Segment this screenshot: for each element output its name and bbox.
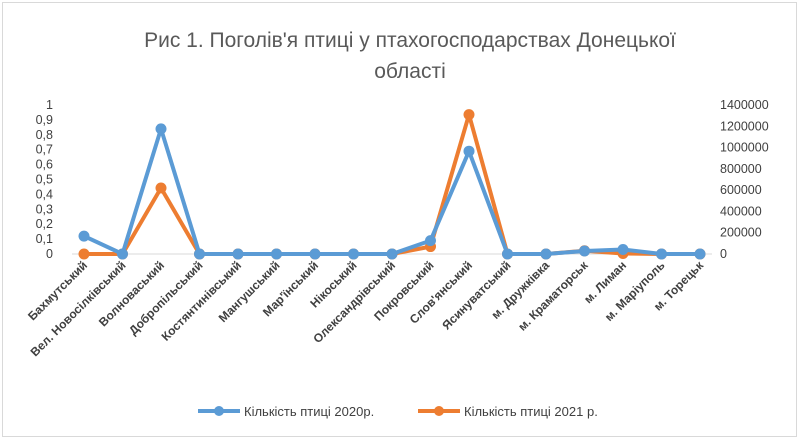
legend-label-2021: Кількість птиці 2021 р. — [464, 404, 598, 419]
left-tick-label: 0 — [46, 247, 53, 261]
chart-title-line-2: області — [374, 60, 445, 83]
data-point — [463, 145, 475, 157]
data-point — [271, 248, 282, 260]
category-label: Волноваський — [96, 258, 167, 329]
right-tick-label: 200000 — [720, 226, 762, 240]
legend-item-2021: Кількість птиці 2021 р. — [418, 404, 598, 419]
right-tick-label: 600000 — [720, 183, 762, 197]
right-tick-label: 1000000 — [720, 141, 769, 155]
data-point — [232, 248, 244, 260]
data-point — [155, 182, 167, 194]
left-tick-label: 0,4 — [36, 187, 53, 201]
series-1 — [78, 109, 706, 260]
data-point — [463, 109, 475, 121]
left-tick-label: 0,7 — [36, 143, 53, 157]
legend-label-2020: Кількість птиці 2020р. — [244, 404, 374, 419]
data-point — [502, 248, 513, 260]
data-point — [117, 248, 128, 260]
left-tick-label: 0,3 — [36, 202, 53, 216]
data-point — [348, 248, 359, 260]
legend-item-2020: Кількість птиці 2020р. — [198, 404, 374, 419]
data-point — [617, 244, 629, 256]
data-point — [694, 248, 706, 260]
data-point — [425, 235, 436, 247]
category-label: Ясинуватський — [439, 258, 513, 332]
right-tick-label: 800000 — [720, 162, 762, 176]
data-point — [78, 230, 90, 242]
category-label: м. Краматорськ — [515, 258, 591, 334]
legend-marker-2020 — [214, 406, 224, 416]
data-point — [309, 248, 321, 260]
right-tick-label: 1400000 — [720, 98, 769, 112]
series-0 — [78, 123, 706, 260]
left-tick-label: 0,6 — [36, 158, 53, 172]
data-point — [579, 245, 590, 257]
data-point — [78, 248, 90, 260]
left-axis-ticks: 00,10,20,30,40,50,60,70,80,91 — [36, 98, 53, 261]
right-tick-label: 400000 — [720, 204, 762, 218]
data-point — [194, 248, 205, 260]
chart-title-line-1: Рис 1. Поголів'я птиці у птахогосподарст… — [144, 29, 676, 52]
data-point — [540, 248, 552, 260]
legend-marker-2021 — [434, 406, 444, 416]
right-axis-ticks: 0 200000 400000 600000 800000 1000000 1200000 1… — [720, 98, 769, 261]
right-tick-label: 1200000 — [720, 119, 769, 133]
series-layer — [78, 109, 706, 260]
left-tick-label: 1 — [46, 98, 53, 112]
data-point — [386, 248, 398, 260]
data-point — [656, 248, 667, 260]
left-tick-label: 0,9 — [36, 113, 53, 127]
data-point — [155, 123, 167, 135]
left-tick-label: 0,8 — [36, 128, 53, 142]
left-tick-label: 0,1 — [36, 232, 53, 246]
left-tick-label: 0,5 — [36, 173, 53, 187]
series-line — [83, 126, 700, 256]
right-tick-label: 0 — [720, 247, 727, 261]
left-tick-label: 0,2 — [36, 217, 53, 231]
legend: Кількість птиці 2020р. Кількість птиці 2… — [198, 404, 598, 419]
